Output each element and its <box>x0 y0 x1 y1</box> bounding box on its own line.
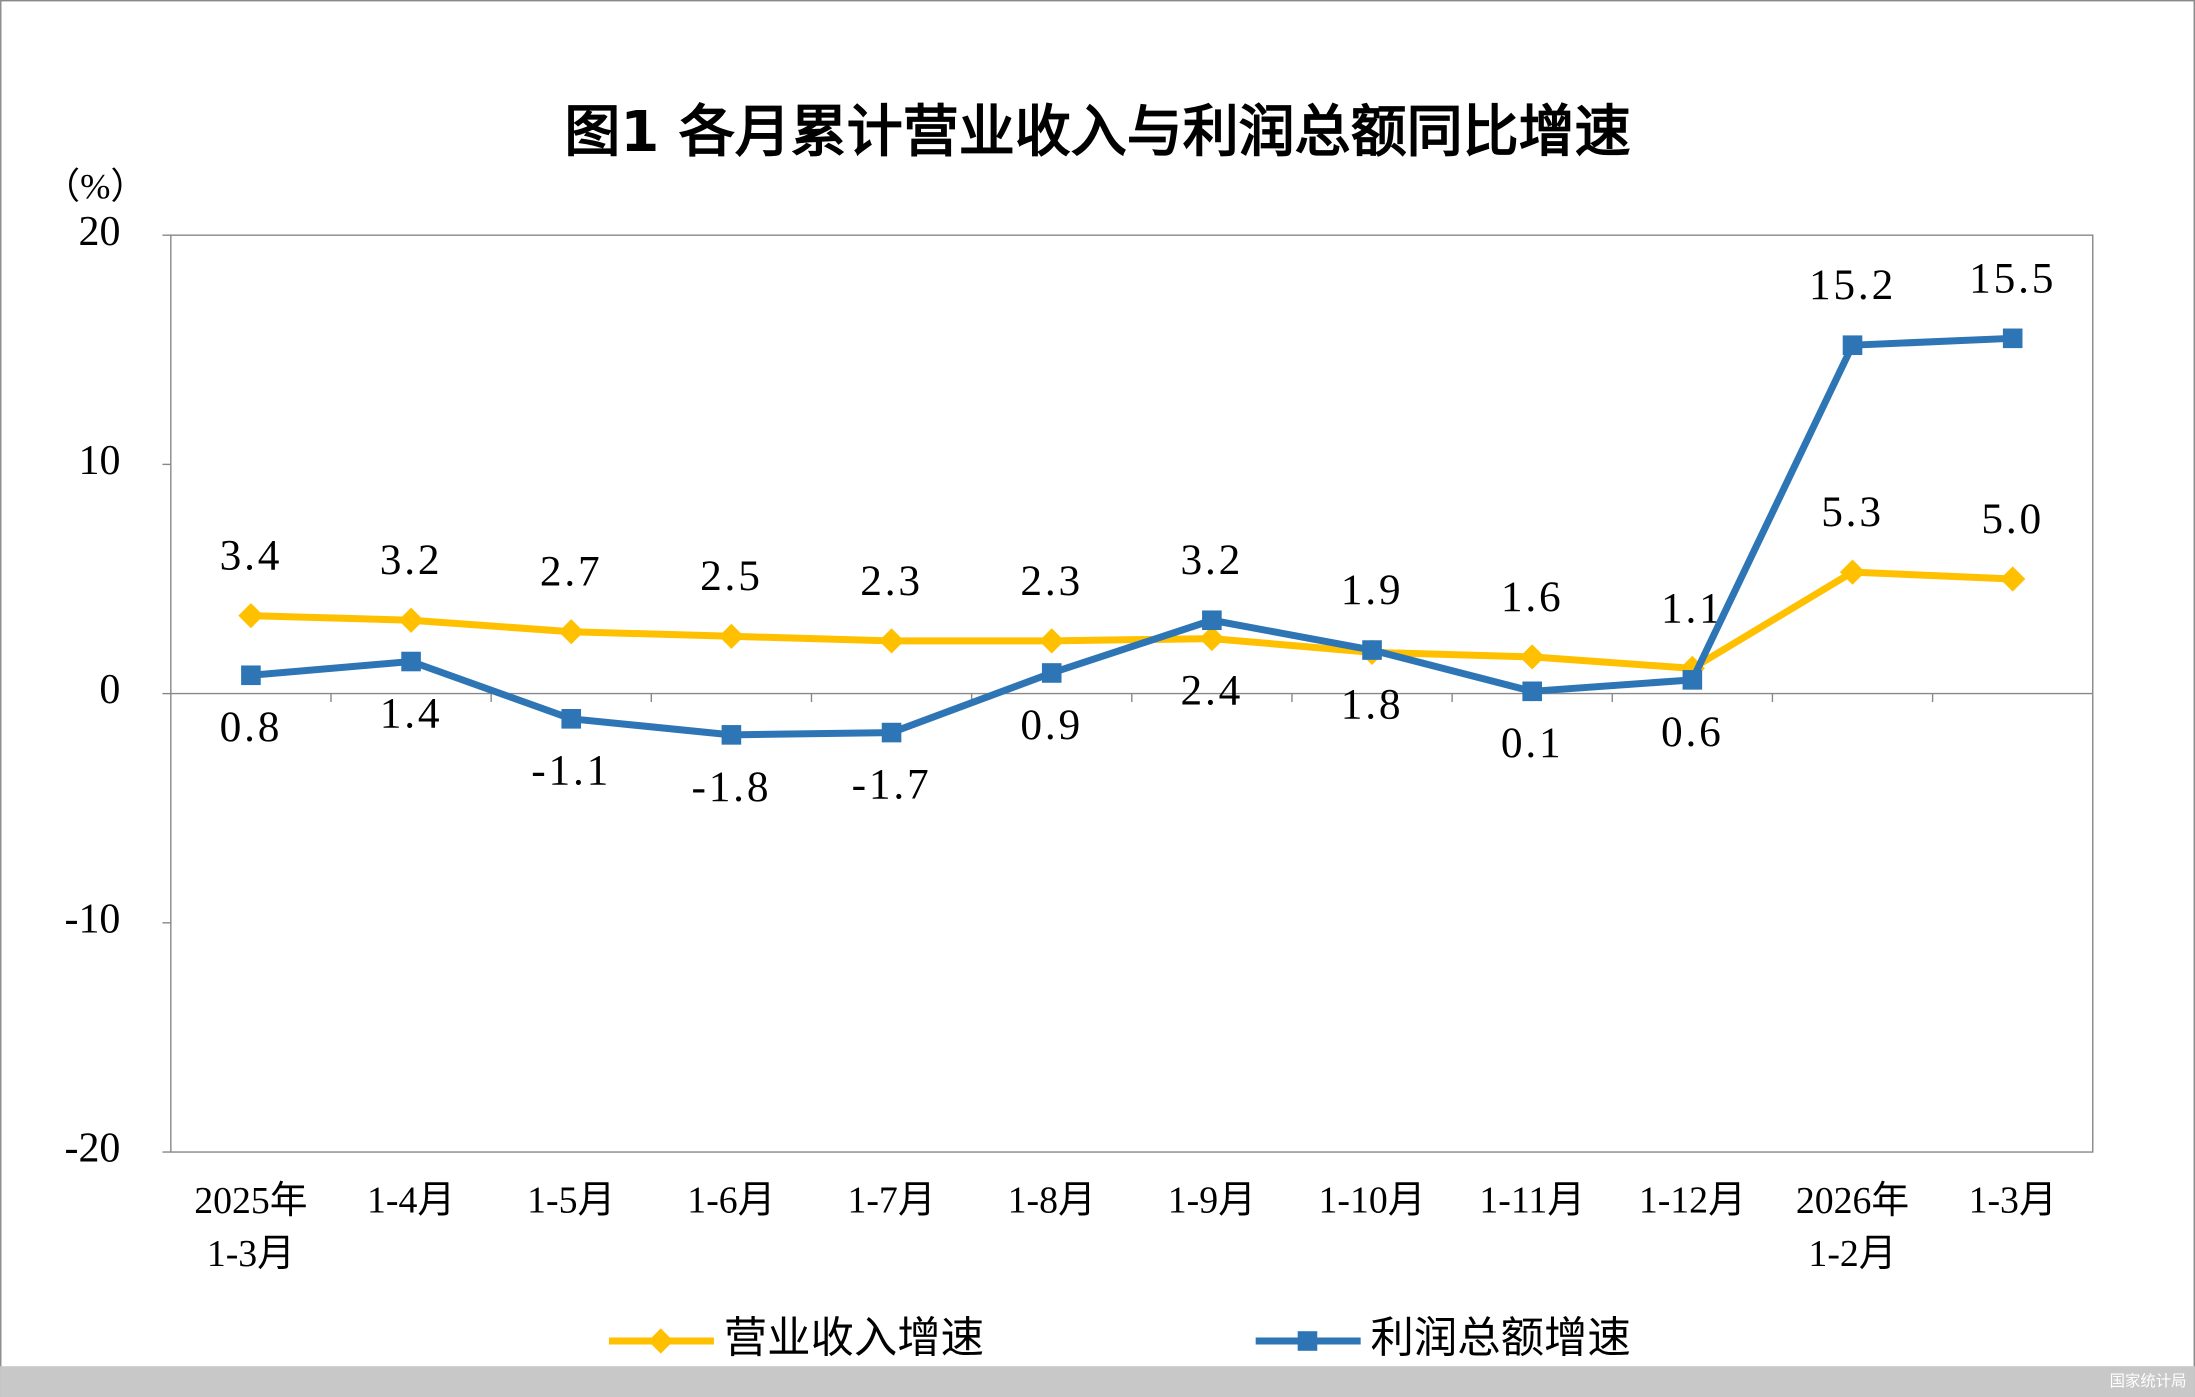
data-label: -1.7 <box>852 761 932 809</box>
x-tick-label: 1-12月 <box>1639 1179 1746 1221</box>
marker <box>1842 335 1863 355</box>
marker <box>561 709 582 729</box>
data-label: 3.2 <box>380 536 443 584</box>
marker <box>721 725 742 745</box>
marker <box>1362 640 1382 660</box>
y-tick-label: 0 <box>99 667 120 713</box>
series-line <box>250 568 2013 672</box>
y-tick-label: 20 <box>78 209 120 255</box>
x-tick-label: 1-4月 <box>367 1179 455 1221</box>
x-tick-label: 1-8月 <box>1008 1179 1096 1221</box>
marker <box>1839 559 1866 585</box>
data-label: 2.7 <box>540 548 603 596</box>
marker <box>2002 328 2023 349</box>
y-tick-label: -10 <box>64 896 120 942</box>
x-tick-label: 2026年 1-2月 <box>1796 1179 1909 1274</box>
legend-label: 营业收入增速 <box>724 1314 984 1364</box>
data-label: 1.8 <box>1341 680 1404 728</box>
footer-bar <box>0 1366 2195 1397</box>
data-label: 5.0 <box>1981 495 2044 543</box>
x-tick-label: 2025年 1-3月 <box>194 1179 307 1274</box>
data-label: 2.3 <box>860 557 923 605</box>
marker <box>558 619 584 645</box>
x-tick-label: 1-7月 <box>847 1179 935 1221</box>
marker <box>1682 670 1703 690</box>
y-tick-label: 10 <box>78 438 120 484</box>
source: 国家统计局 <box>2110 1372 2187 1390</box>
marker <box>1522 681 1542 702</box>
x-tick-label: 1-9月 <box>1168 1179 1256 1221</box>
marker <box>1297 1331 1318 1351</box>
data-label: 15.2 <box>1809 261 1896 309</box>
data-label: 0.8 <box>220 703 283 751</box>
data-label: 5.3 <box>1821 488 1884 536</box>
data-label: 1.6 <box>1501 573 1564 621</box>
data-label: 1.1 <box>1661 584 1724 632</box>
x-tick-label: 1-3月 <box>1969 1179 2057 1221</box>
data-label: 0.1 <box>1501 719 1564 767</box>
data-label: -1.8 <box>691 763 771 811</box>
data-label: 15.5 <box>1969 254 2056 302</box>
x-tick-label: 1-6月 <box>687 1179 775 1221</box>
marker <box>718 623 744 649</box>
data-label: 0.9 <box>1020 701 1083 749</box>
marker <box>881 722 902 743</box>
marker <box>241 665 261 686</box>
data-label: 1.4 <box>380 689 443 737</box>
chart-title: 图1 各月累计营业收入与利润总额同比增速 <box>564 100 1630 165</box>
marker <box>401 651 421 672</box>
data-label: -1.1 <box>531 747 611 795</box>
series-line <box>250 334 2013 739</box>
data-label: 3.2 <box>1181 536 1244 584</box>
data-label: 3.4 <box>220 532 283 580</box>
legend-label: 利润总额增速 <box>1370 1314 1630 1364</box>
x-tick-label: 1-10月 <box>1319 1179 1426 1221</box>
data-label: 0.6 <box>1661 708 1724 756</box>
marker <box>1202 610 1222 631</box>
data-label: 2.4 <box>1181 667 1244 715</box>
x-tick-label: 1-5月 <box>527 1179 615 1221</box>
data-label: 2.3 <box>1020 557 1083 605</box>
marker <box>238 603 264 629</box>
marker <box>1041 663 1062 683</box>
data-label: 1.9 <box>1341 566 1404 614</box>
x-tick-label: 1-11月 <box>1479 1179 1585 1221</box>
y-tick-label: -20 <box>64 1126 120 1172</box>
marker <box>1519 644 1545 670</box>
marker <box>1199 625 1225 652</box>
data-label: 2.5 <box>700 552 763 600</box>
marker <box>398 607 424 633</box>
y-unit: （%） <box>44 167 147 207</box>
